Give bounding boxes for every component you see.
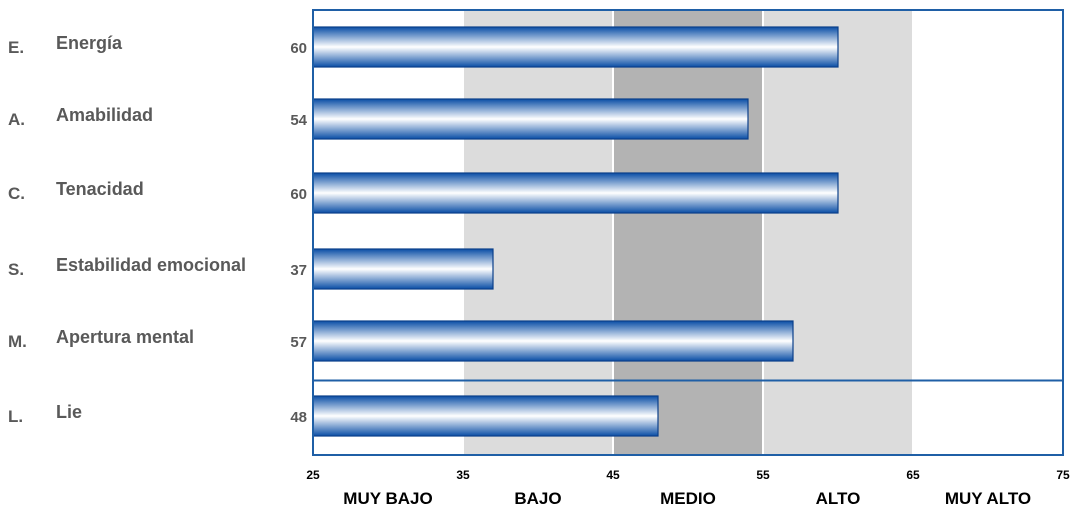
band-label: BAJO [514,489,561,508]
row-score: 60 [290,40,307,57]
row-score: 37 [290,262,307,279]
bar [312,320,794,362]
row-letter: L. [8,407,23,426]
x-tick-label: 25 [306,468,320,482]
bar [312,98,749,140]
row-name: Estabilidad emocional [56,255,246,275]
row-letter: A. [8,110,25,129]
band-0 [313,10,463,455]
band-label: MUY BAJO [343,489,432,508]
band-label: MEDIO [660,489,716,508]
x-tick-label: 55 [756,468,770,482]
x-tick-label: 75 [1056,468,1070,482]
bar [312,395,659,437]
row-name: Energía [56,33,123,53]
row-name: Amabilidad [56,105,153,125]
band-label: ALTO [816,489,861,508]
band-2 [613,10,763,455]
bar [312,26,839,68]
row-letter: S. [8,260,24,279]
row-name: Lie [56,402,82,422]
plot-frame [312,9,1064,456]
row-score: 60 [290,186,307,203]
x-tick-label: 65 [906,468,920,482]
band-label: MUY ALTO [945,489,1031,508]
row-name: Tenacidad [56,179,144,199]
row-letter: C. [8,184,25,203]
row-letter: E. [8,38,24,57]
bar [312,172,839,214]
row-name: Apertura mental [56,327,194,347]
band-3 [763,10,913,455]
x-tick-label: 35 [456,468,470,482]
row-score: 54 [290,112,307,129]
row-letter: M. [8,332,27,351]
band-4 [913,10,1063,455]
bar [312,248,494,290]
band-1 [463,10,613,455]
row-score: 48 [290,409,307,426]
row-score: 57 [290,334,307,351]
x-tick-label: 45 [606,468,620,482]
